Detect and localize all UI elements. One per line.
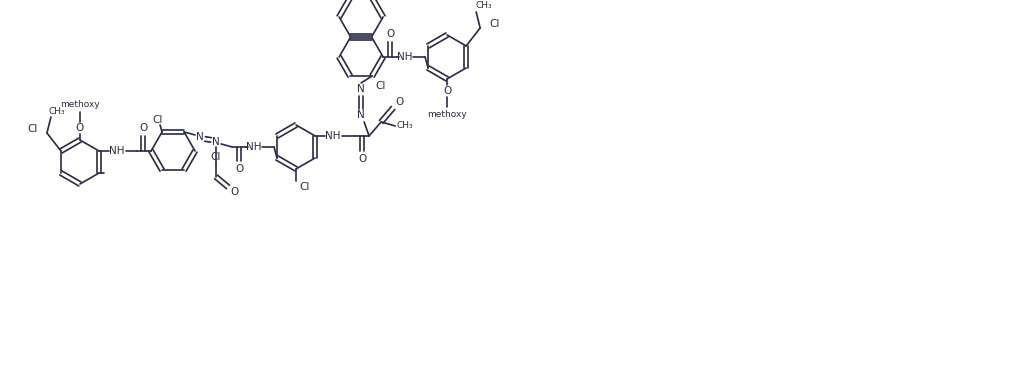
Text: O: O — [235, 164, 243, 174]
Text: NH: NH — [397, 52, 413, 62]
Text: Cl: Cl — [211, 152, 221, 162]
Text: NH: NH — [325, 131, 341, 141]
Text: N: N — [357, 110, 365, 120]
Text: O: O — [395, 97, 403, 107]
Text: Cl: Cl — [489, 19, 499, 29]
Text: CH₃: CH₃ — [475, 1, 493, 10]
Text: N: N — [197, 132, 204, 142]
Text: methoxy: methoxy — [60, 99, 100, 109]
Text: methoxy: methoxy — [427, 110, 467, 119]
Text: N: N — [357, 84, 365, 94]
Text: NH: NH — [246, 142, 261, 152]
Text: NH: NH — [109, 146, 125, 156]
Text: Cl: Cl — [299, 182, 310, 192]
Text: Cl: Cl — [376, 81, 386, 91]
Text: N: N — [212, 137, 220, 147]
Text: CH₃: CH₃ — [397, 121, 414, 131]
Text: O: O — [76, 123, 84, 133]
Text: Cl: Cl — [153, 115, 164, 125]
Text: O: O — [139, 123, 147, 133]
Text: CH₃: CH₃ — [48, 106, 65, 115]
Text: O: O — [386, 29, 394, 39]
Text: O: O — [442, 86, 452, 96]
Text: O: O — [358, 154, 366, 164]
Text: O: O — [229, 187, 238, 197]
Text: Cl: Cl — [28, 124, 38, 134]
